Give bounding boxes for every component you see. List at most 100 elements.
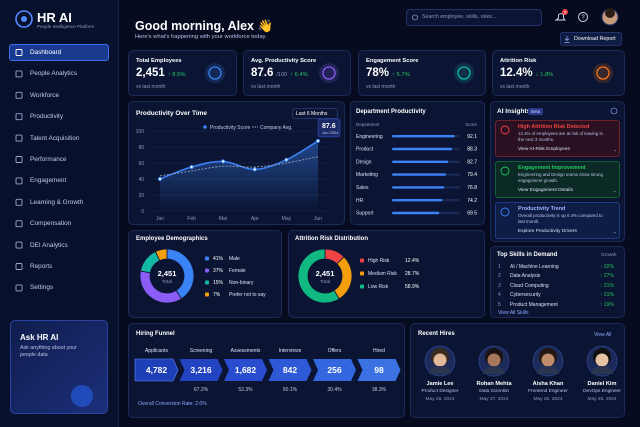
hire-name: Jamie Lee	[426, 381, 454, 387]
skill-name: AI / Machine Learning	[510, 264, 559, 270]
kpi-footer: vs last month	[136, 84, 166, 90]
productivity-card	[128, 101, 345, 225]
hire-name: Aisha Khan	[532, 381, 564, 387]
skill-rank: 2	[498, 273, 501, 280]
insight-link[interactable]: View At-Risk Employees	[518, 147, 570, 152]
skills-link[interactable]: View All Skills	[498, 310, 529, 316]
attrition-card	[288, 230, 485, 318]
funnel-overall: Overall Conversion Rate: 2.0%	[138, 401, 207, 407]
skill-growth: ↑ 21%	[600, 292, 614, 299]
skill-name: Cloud Computing	[510, 282, 549, 289]
hires-title: Recent Hires	[418, 331, 455, 337]
kpi-change: ↓ 1.8%	[535, 72, 554, 78]
search-box[interactable]	[406, 9, 542, 26]
hire-role: Data Scientist	[479, 389, 509, 394]
funnel-title: Hiring Funnel	[136, 331, 175, 337]
insight-title: High Attrition Risk Detected	[518, 124, 590, 130]
hires-link[interactable]: View All	[594, 332, 612, 338]
notif-count: 3	[564, 10, 567, 15]
bell-icon	[554, 13, 566, 21]
kpi-value: 87.6	[251, 67, 274, 79]
kpi-footer: vs last month	[500, 84, 530, 90]
nav-item[interactable]	[9, 258, 109, 275]
kpi-value: 78%	[366, 67, 390, 79]
nav-label: Engagement	[30, 177, 67, 185]
hire-date: May 28, 2024	[425, 397, 455, 402]
beta-badge: Beta	[528, 108, 544, 115]
kpi-change: ↑ 8.5%	[167, 72, 186, 78]
search-placeholder: Search employee, skills, roles...	[422, 14, 497, 20]
tagline: People Intelligence Platform	[37, 24, 95, 29]
skill-name: Data Analysis	[510, 273, 541, 280]
demographics-card	[128, 230, 282, 318]
nav-item[interactable]	[9, 279, 109, 296]
insight-title: Engagement Improvement	[518, 165, 586, 171]
nav-label: Productivity	[30, 113, 64, 121]
insight-text: 12.4% of employees are at risk of leavin…	[518, 131, 603, 142]
nav-label: Performance	[30, 156, 67, 163]
kpi-label: Attrition Risk	[500, 58, 537, 64]
nav-label: Workforce	[30, 91, 60, 99]
hire-name: Rohan Mehta	[476, 381, 512, 387]
skill-rank: 1	[498, 264, 501, 270]
period-label: Last 6 Months	[296, 110, 328, 117]
kpi-label: Avg. Productivity Score	[251, 58, 317, 64]
dept-title: Department Productivity	[356, 109, 426, 115]
skill-growth: ↑ 32%	[600, 264, 614, 270]
nav-label: People Analytics	[30, 70, 77, 78]
period-select[interactable]	[292, 108, 338, 119]
subtitle: Here's what's happening with your workfo…	[135, 34, 267, 40]
skill-rank: 4	[498, 292, 501, 299]
user-avatar-hair	[605, 8, 615, 18]
nav-label: Learning & Growth	[30, 198, 84, 206]
hire-name: Daniel Kim	[587, 381, 617, 387]
nav-label: DEI Analytics	[30, 241, 68, 249]
kpi-footer: vs last month	[251, 84, 281, 90]
skill-growth: ↑ 27%	[600, 273, 614, 280]
nav-label: Compensation	[30, 220, 72, 228]
skill-name: Product Management	[510, 301, 558, 308]
notif-badge	[562, 9, 568, 15]
hire-role: DevOps Engineer	[583, 389, 621, 394]
skills-title: Top Skills in Demand	[497, 252, 558, 258]
skill-growth: ↑ 21%	[600, 282, 614, 289]
insight-text: Overall productivity is up 6.4% compared…	[518, 213, 603, 224]
skill-growth: ↑ 19%	[600, 301, 614, 308]
nav-label: Dashboard	[30, 49, 62, 56]
ask-title: Ask HR AI	[20, 333, 59, 342]
hire-role: Frontend Engineer	[528, 389, 568, 394]
hire-date: May 27, 2024	[479, 397, 509, 402]
nav-label: Settings	[30, 284, 54, 292]
hire-date: May 25, 2024	[587, 397, 617, 402]
insight-item	[495, 202, 620, 239]
attrition-title: Attrition Risk Distribution	[295, 236, 368, 242]
kpi-change: ↑ 6.4%	[290, 72, 308, 78]
chart-title: Productivity Over Time	[136, 110, 208, 117]
download-label: Download Report	[574, 36, 616, 42]
insights-title: AI Insights	[497, 108, 531, 115]
department-card	[350, 101, 485, 225]
nav-label: Reports	[30, 263, 53, 270]
ask-text: Ask anything about your people data	[20, 345, 77, 358]
greeting: Good morning, Alex 👋	[135, 19, 274, 33]
kpi-label: Engagement Score	[366, 58, 419, 64]
hire-role: Product Designer	[421, 389, 459, 394]
insight-item	[495, 120, 620, 157]
skills-card	[490, 246, 625, 318]
user-avatar	[601, 8, 619, 26]
hires-card	[410, 323, 625, 418]
insight-link[interactable]: View Engagement Details	[518, 188, 573, 193]
help-mark: ?	[581, 15, 585, 21]
nav-item[interactable]	[9, 44, 109, 61]
brand: HR AI	[37, 10, 72, 25]
kpi-change: ↑ 5.7%	[392, 72, 410, 78]
hire-date: May 26, 2024	[533, 397, 563, 402]
kpi-value: 2,451	[136, 67, 165, 79]
help-icon	[578, 12, 588, 22]
insight-link[interactable]: Explore Productivity Drivers	[518, 229, 577, 234]
download-button[interactable]	[560, 32, 622, 46]
kpi-value: 12.4%	[500, 67, 533, 79]
skill-rank: 3	[498, 282, 501, 289]
nav-label: Talent Acquisition	[30, 134, 80, 142]
